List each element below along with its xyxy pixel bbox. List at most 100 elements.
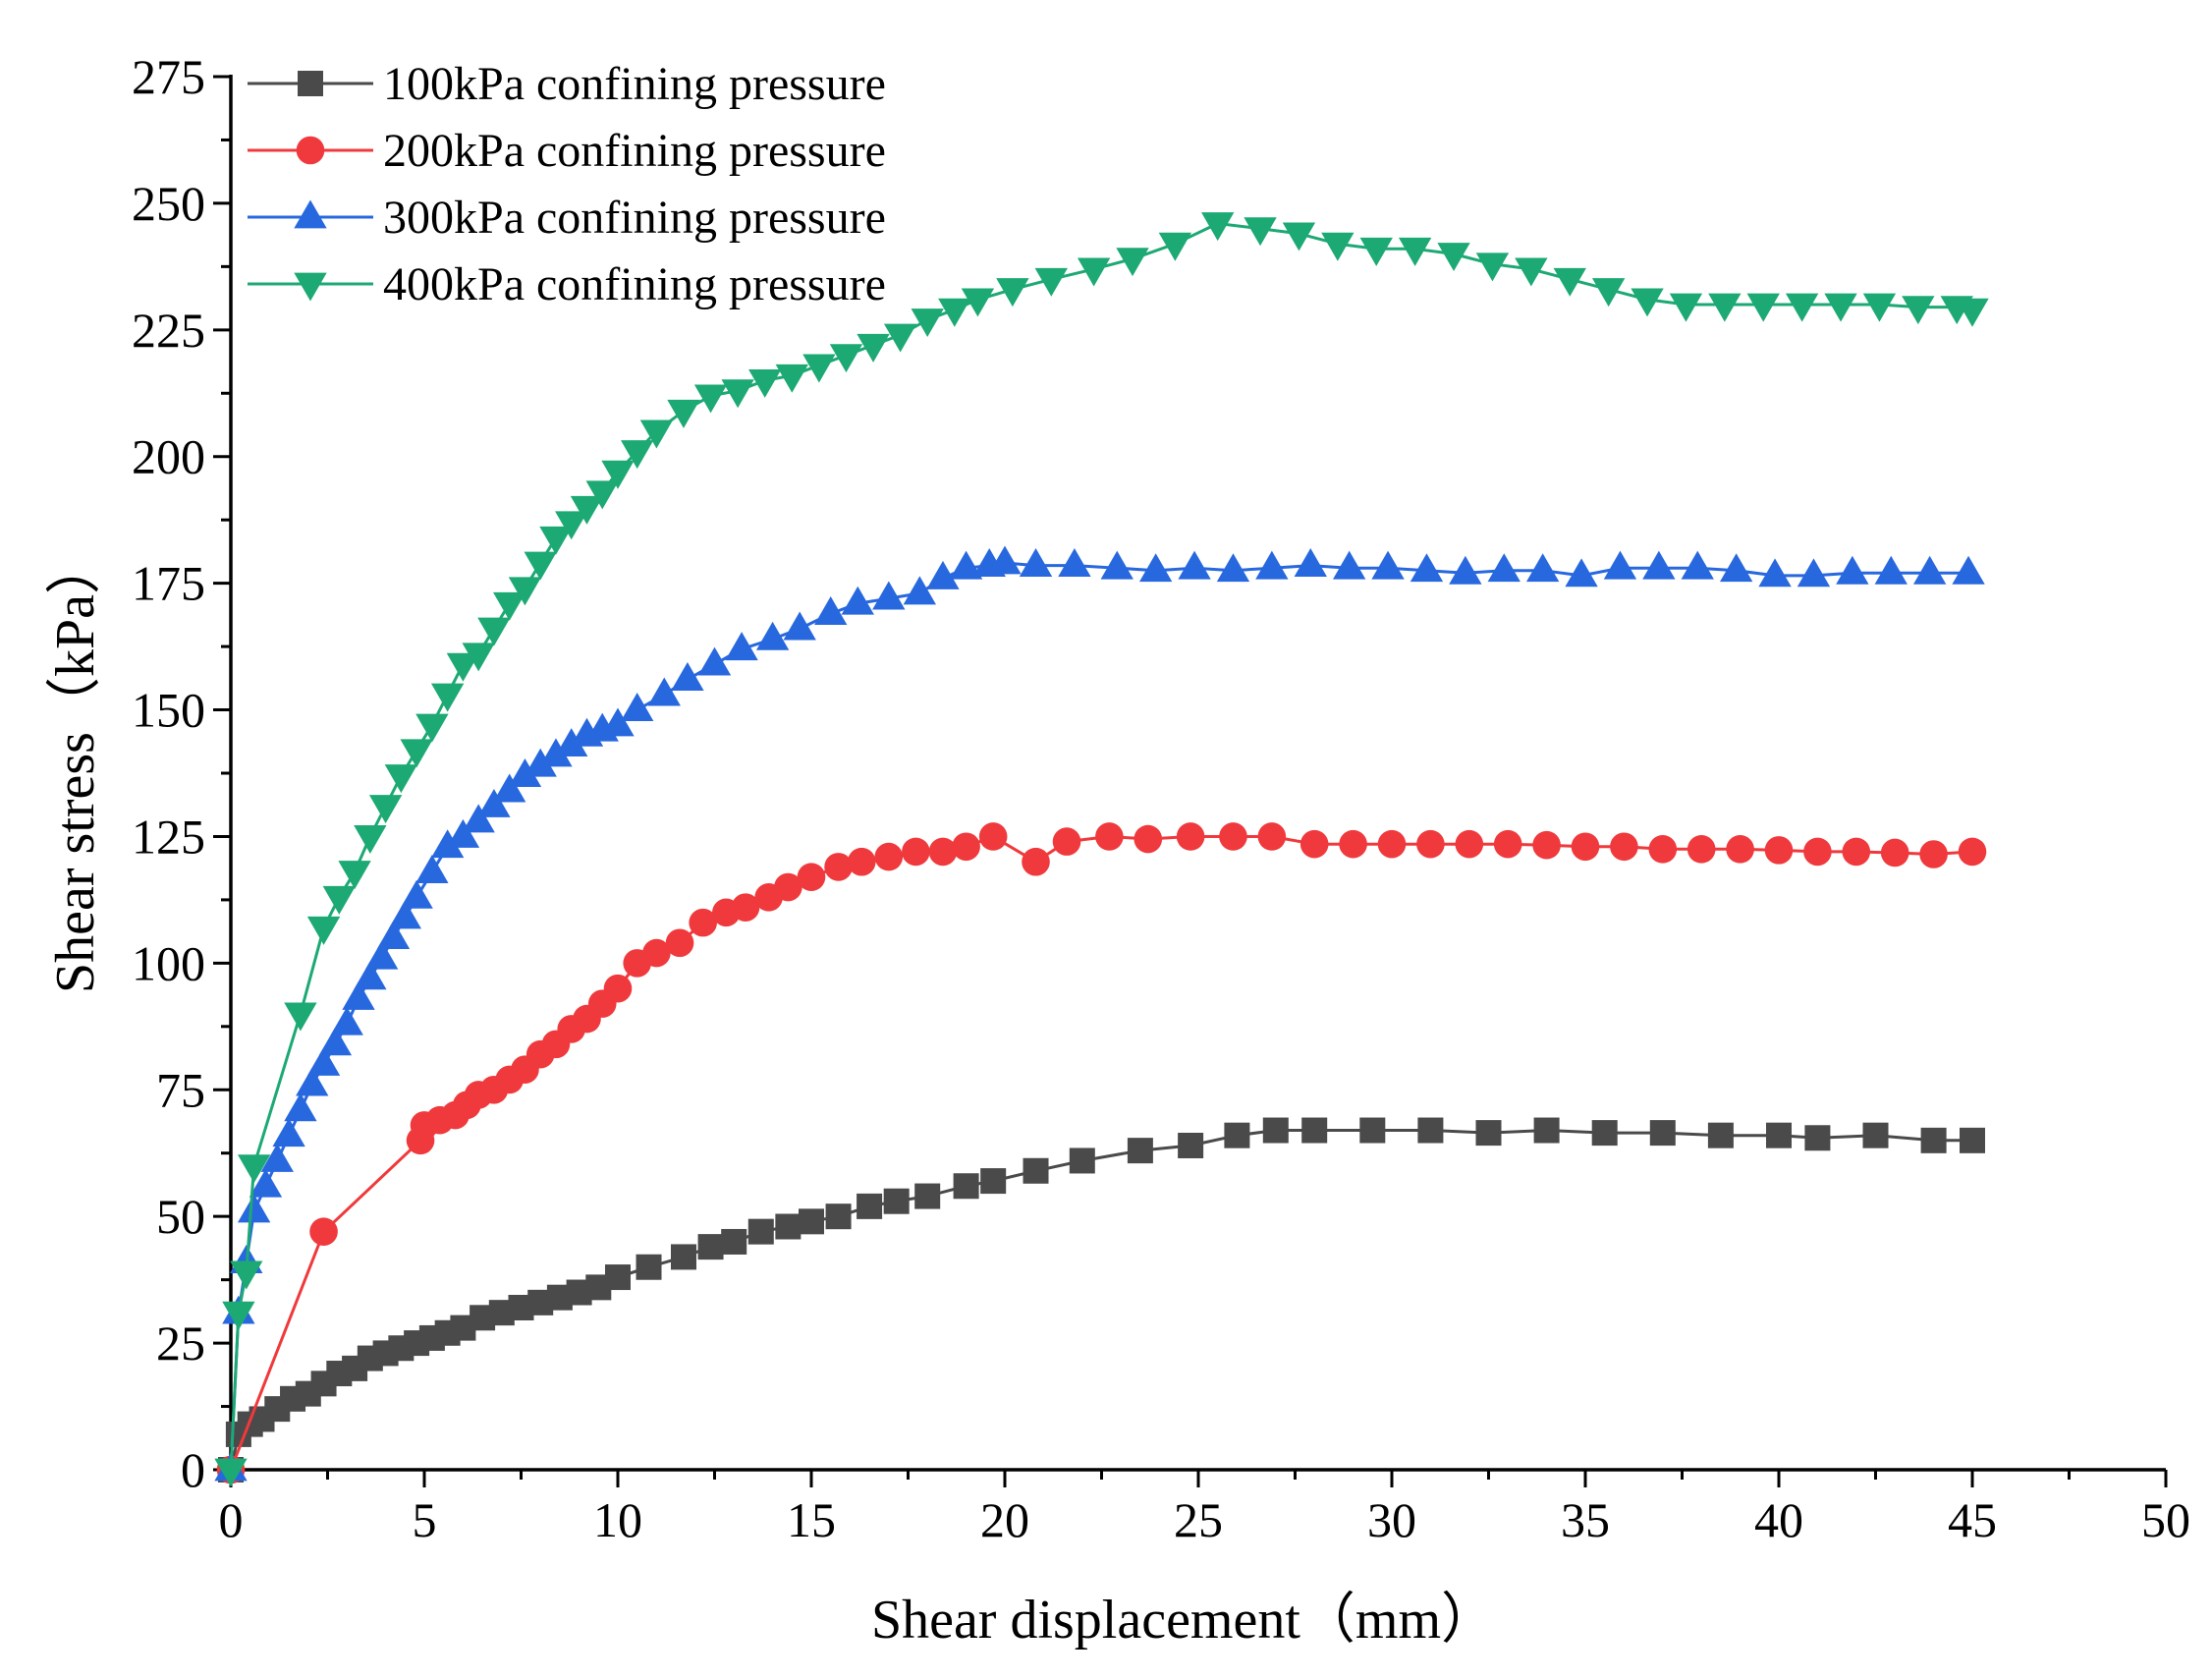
data-point (1116, 248, 1149, 277)
data-point (1687, 835, 1716, 864)
legend: 100kPa confining pressure 200kPa confinin… (248, 58, 886, 310)
y-axis-title: Shear stress（kPa） (45, 539, 106, 993)
data-point (721, 1228, 747, 1255)
data-point (364, 940, 399, 970)
data-point (799, 1208, 824, 1235)
data-point (1224, 1122, 1250, 1148)
data-point (847, 847, 876, 876)
data-point (1300, 829, 1329, 859)
data-point (1902, 296, 1935, 325)
data-point (222, 1301, 255, 1330)
data-point (980, 1168, 1007, 1195)
legend-label: 200kPa confining pressure (383, 125, 886, 177)
data-point (1371, 550, 1405, 580)
data-point (621, 692, 654, 721)
data-point (1077, 257, 1111, 287)
data-point (1034, 267, 1068, 297)
data-point (306, 916, 341, 945)
data-point (952, 832, 980, 862)
series-3-group (214, 545, 1985, 1482)
data-point (1359, 1117, 1386, 1144)
series-layer (214, 212, 1989, 1487)
data-point (237, 1154, 271, 1184)
y-tick-label: 250 (132, 176, 205, 231)
data-point (797, 863, 826, 892)
y-tick-label: 25 (156, 1315, 205, 1371)
data-point (446, 652, 480, 682)
data-point (883, 323, 917, 353)
data-point (493, 773, 526, 803)
data-point (260, 1143, 294, 1172)
data-point (774, 872, 802, 902)
data-point (446, 818, 480, 848)
data-point (508, 577, 542, 606)
data-point (693, 384, 728, 414)
x-tick-label: 10 (593, 1492, 642, 1547)
data-point (1475, 252, 1510, 282)
data-point (953, 1173, 979, 1200)
data-point (911, 308, 944, 338)
data-point (524, 748, 557, 777)
data-point (1803, 837, 1832, 867)
data-point (524, 551, 557, 581)
data-point (284, 1002, 317, 1032)
data-point (903, 576, 936, 605)
data-point (1920, 1127, 1947, 1153)
data-point (829, 344, 863, 373)
data-point (1642, 550, 1676, 580)
data-point (430, 683, 465, 712)
series-4-group (214, 212, 1989, 1487)
x-tick-label: 35 (1561, 1492, 1610, 1547)
data-point (330, 1006, 363, 1035)
data-point (539, 526, 573, 555)
data-point (237, 1194, 271, 1223)
data-point (1282, 222, 1316, 252)
data-point (462, 643, 495, 672)
data-point (961, 288, 995, 317)
data-point (322, 885, 356, 915)
data-point (1648, 835, 1678, 864)
data-point (354, 825, 387, 855)
data-point (1603, 550, 1637, 580)
data-point (671, 662, 704, 692)
data-point (430, 829, 465, 859)
data-point (230, 1260, 263, 1290)
data-point (318, 1027, 353, 1056)
data-point (1216, 553, 1250, 583)
data-point (415, 713, 449, 743)
data-point (1571, 832, 1600, 862)
y-tick-label: 225 (132, 303, 205, 358)
data-point (508, 758, 542, 787)
data-point (354, 961, 387, 990)
data-point (462, 804, 495, 833)
series-2-group (216, 822, 1987, 1484)
data-point (1956, 298, 1989, 327)
data-point (639, 420, 674, 449)
data-point (1437, 243, 1470, 272)
data-point (1022, 847, 1050, 876)
data-point (1052, 827, 1081, 856)
data-point (1321, 232, 1355, 261)
data-point (928, 837, 958, 867)
data-point (755, 621, 790, 650)
data-point (1669, 293, 1703, 322)
data-point (1069, 1147, 1095, 1174)
data-point (1019, 548, 1053, 577)
legend-label: 400kPa confining pressure (383, 258, 886, 310)
legend-marker (294, 199, 327, 229)
y-tick-label: 75 (156, 1062, 205, 1117)
data-point (996, 278, 1029, 308)
data-point (783, 611, 816, 641)
data-point (1244, 217, 1277, 247)
legend-entry-3: 300kPa confining pressure (248, 192, 886, 244)
data-point (747, 1218, 774, 1245)
data-point (1610, 832, 1638, 862)
x-tick-label: 0 (219, 1492, 244, 1547)
data-point (1100, 550, 1134, 580)
data-point (570, 495, 604, 525)
data-point (1553, 267, 1586, 297)
data-point (1525, 553, 1560, 583)
x-tick-label: 30 (1367, 1492, 1416, 1547)
y-tick-label: 50 (156, 1189, 205, 1244)
y-tick-label: 125 (132, 809, 205, 864)
